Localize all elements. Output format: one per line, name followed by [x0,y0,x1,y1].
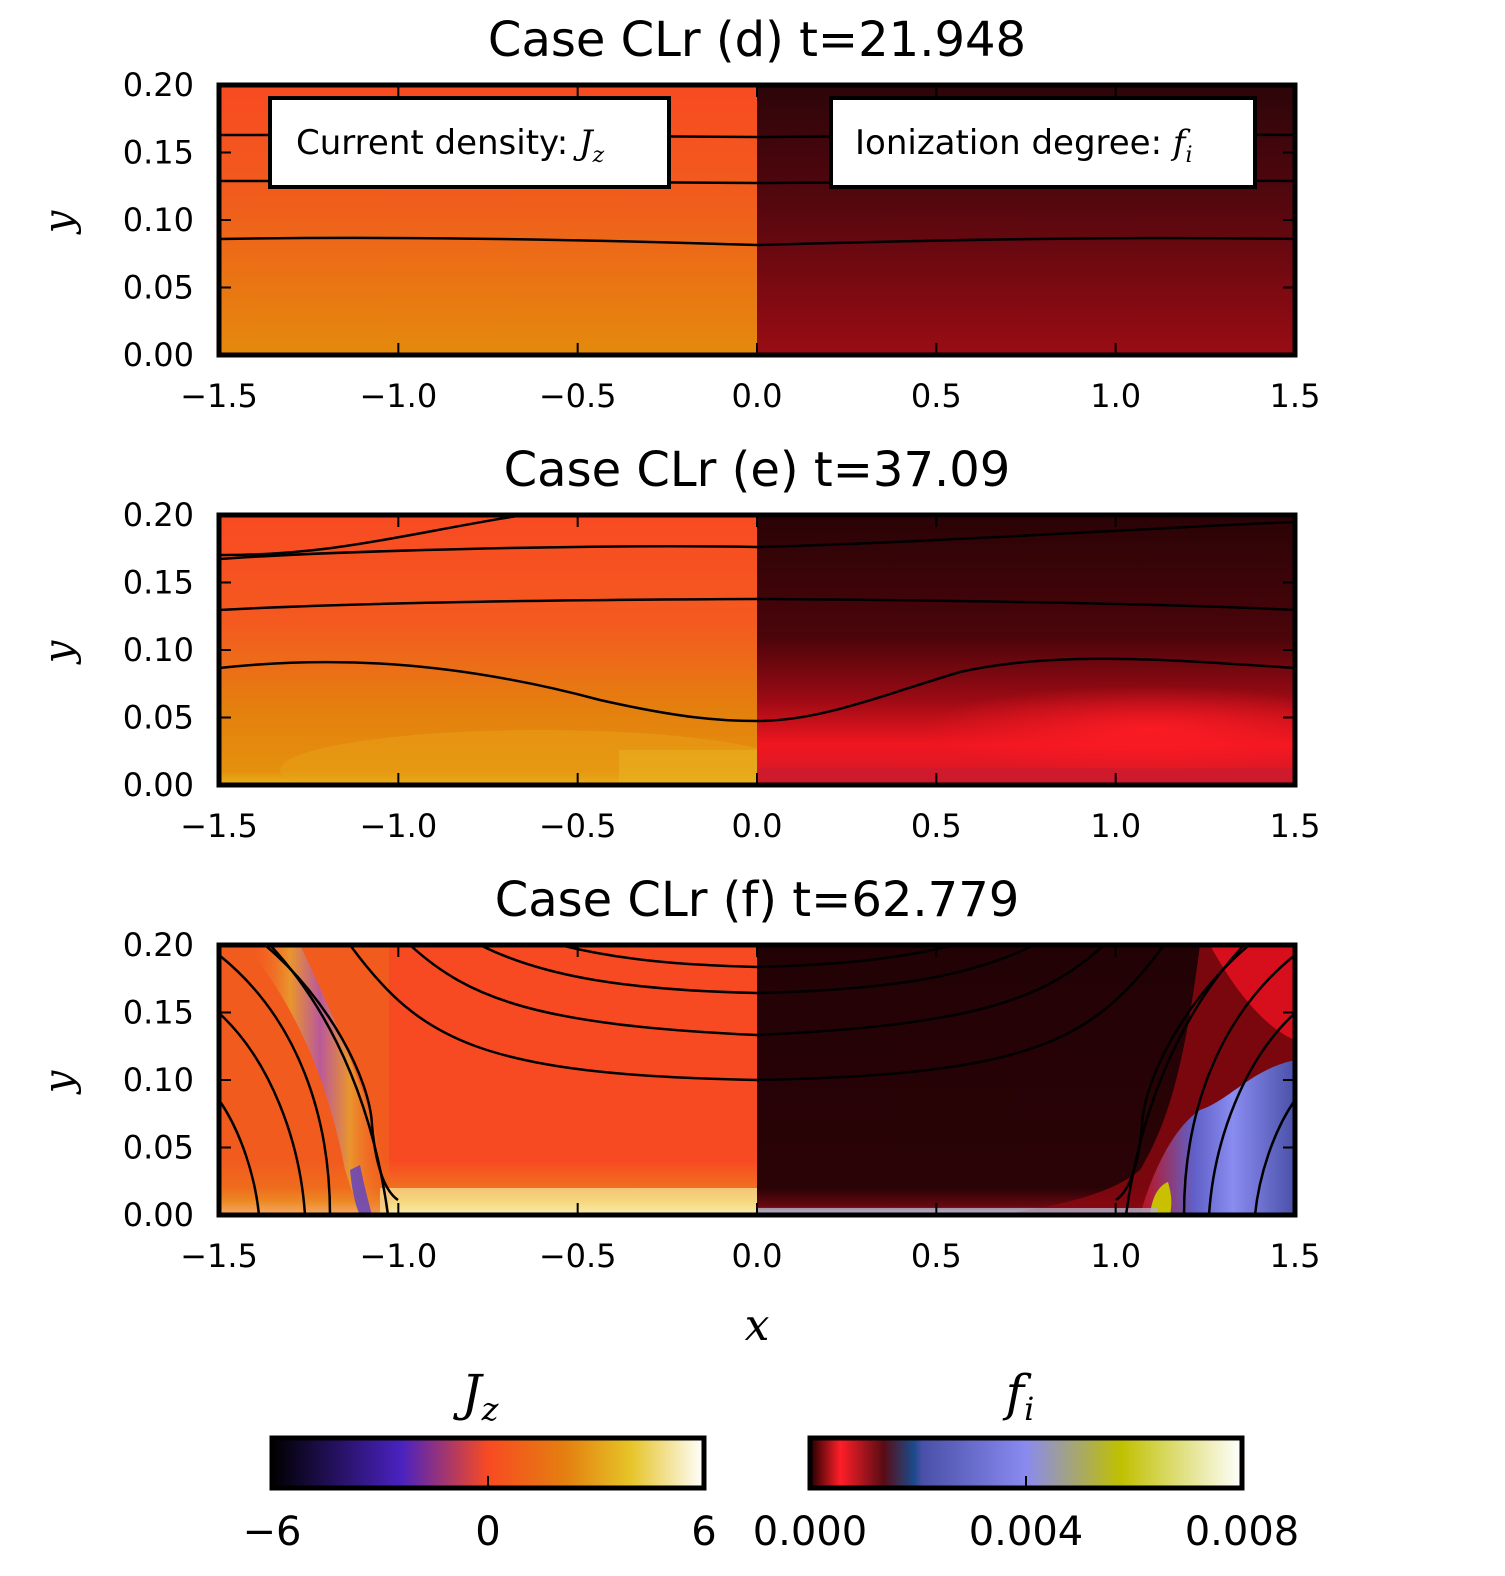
x-tick-label: 0.0 [732,807,783,845]
current-density-subscript: z [592,143,605,168]
panel-e-title: Case CLr (e) t=37.09 [504,442,1011,498]
y-tick-label: 0.10 [123,631,194,669]
current-density-symbol: J [573,123,595,163]
y-tick-label: 0.00 [123,336,194,374]
panel-f-axes: −1.5 −1.0 −0.5 0.0 0.5 1.0 1.5 0.00 0.05 0.10 0.15… [123,926,1321,1275]
colorbar-tick-label: 0.004 [969,1509,1084,1555]
colorbar-jz-label-sub: z [481,1390,500,1428]
panel-f-field-line [219,1012,307,1215]
svg-text:Current density: Jz: Current density: Jz [296,123,605,168]
x-axis-label: x [745,1300,770,1351]
y-tick-label: 0.10 [123,1061,194,1099]
x-tick-label: 1.5 [1270,1237,1321,1275]
x-tick-label: −1.0 [359,807,437,845]
y-tick-label: 0.15 [123,994,194,1032]
x-tick-label: 0.5 [911,377,962,415]
panel-f-title: Case CLr (f) t=62.779 [495,872,1020,928]
x-tick-label: −1.5 [180,807,258,845]
panel-d-title: Case CLr (d) t=21.948 [488,12,1026,68]
x-tick-label: 0.5 [911,1237,962,1275]
panel-e-current-density-field [219,515,757,785]
svg-text:Ionization degree: fi: Ionization degree: fi [855,123,1193,168]
panel-f-ylabel: y [36,1069,82,1095]
x-tick-label: 0.5 [911,807,962,845]
x-tick-label: 1.0 [1090,807,1141,845]
panel-f-field-line [1207,1012,1295,1215]
x-tick-label: −1.5 [180,377,258,415]
panel-d-field-line [219,236,1295,247]
ionization-degree-subscript: i [1185,143,1192,168]
panel-f-field [219,945,1295,1215]
y-tick-label: 0.05 [123,699,194,737]
x-tick-label: 1.0 [1090,1237,1141,1275]
panel-f-field-line [219,1099,261,1215]
x-tick-label: 1.0 [1090,377,1141,415]
x-tick-label: −0.5 [539,807,617,845]
x-tick-label: 0.0 [732,1237,783,1275]
panel-e-field-line [219,520,1295,561]
x-tick-label: −0.5 [539,377,617,415]
colorbar-tick-label: 0.000 [753,1509,868,1555]
colorbar-tick-label: 0.008 [1185,1509,1300,1555]
x-tick-label: −0.5 [539,1237,617,1275]
panel-d-axes: −1.5 −1.0 −0.5 0.0 0.5 1.0 1.5 0.00 0.05 0.10 0.15… [123,66,1321,415]
colorbar-jz: Jz −6 0 6 [243,1364,717,1555]
colorbar-jz-ticks: −6 0 6 [243,1476,717,1555]
panel-e-field-line [219,657,1295,723]
panel-e-axes: −1.5 −1.0 −0.5 0.0 0.5 1.0 1.5 0.00 0.05 0.10 0.15… [123,496,1321,845]
svg-text:Jz: Jz [453,1364,500,1428]
y-tick-label: 0.15 [123,134,194,172]
y-tick-label: 0.20 [123,496,194,534]
y-tick-label: 0.20 [123,66,194,104]
x-tick-label: 1.5 [1270,807,1321,845]
panel-d-ylabel: y [36,209,82,235]
colorbar-fi-ticks: 0.000 0.004 0.008 [753,1476,1300,1555]
x-tick-label: −1.0 [359,1237,437,1275]
panel-d: Case CLr (d) t=21.948 Current density: J… [123,12,1321,415]
panel-f-field-line [1253,1099,1295,1215]
y-tick-label: 0.05 [123,269,194,307]
current-density-label: Current density: [296,123,579,163]
x-tick-label: −1.0 [359,377,437,415]
panel-e-field [219,515,1295,785]
y-tick-label: 0.00 [123,1196,194,1234]
panel-e-field-line [219,597,1295,612]
ionization-degree-label-box: Ionization degree: fi [829,96,1257,189]
panel-f-field-line [1182,954,1295,1215]
colorbar-tick-label: 6 [691,1509,716,1555]
colorbar-jz-label: J [453,1364,485,1422]
panel-f: Case CLr (f) t=62.779 [123,872,1321,1275]
panel-e-ylabel: y [36,639,82,665]
x-tick-label: −1.5 [180,1237,258,1275]
panel-f-field-line [219,954,332,1215]
colorbar-tick-label: −6 [243,1509,302,1555]
y-tick-label: 0.05 [123,1129,194,1167]
colorbar-fi-label-sub: i [1024,1390,1034,1428]
ionization-degree-label: Ionization degree: [855,123,1173,163]
y-tick-label: 0.00 [123,766,194,804]
y-tick-label: 0.15 [123,564,194,602]
current-density-label-box: Current density: Jz [268,96,671,189]
x-tick-label: 1.5 [1270,377,1321,415]
y-tick-label: 0.20 [123,926,194,964]
svg-text:fi: fi [1002,1364,1035,1428]
colorbar-fi: fi 0.000 0.004 0.008 [753,1364,1300,1555]
colorbar-tick-label: 0 [475,1509,500,1555]
x-tick-label: 0.0 [732,377,783,415]
y-tick-label: 0.10 [123,201,194,239]
panel-e: Case CLr (e) t=37.09 −1.5 −1.0 −0.5 0.0 0.5 1… [123,442,1321,845]
